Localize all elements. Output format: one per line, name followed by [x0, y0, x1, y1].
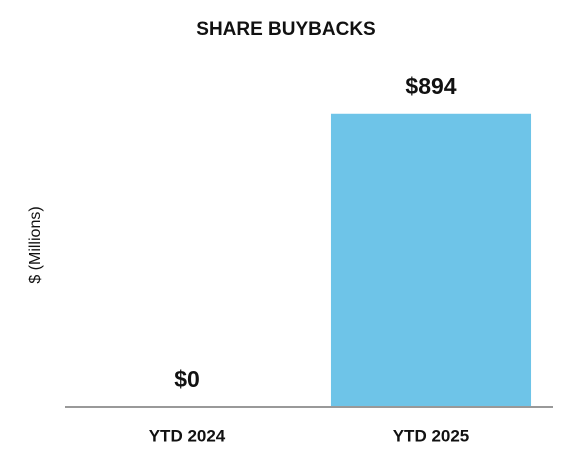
bar	[330, 113, 532, 407]
value-label: $894	[405, 73, 456, 99]
y-axis-label: $ (Millions)	[27, 206, 44, 283]
chart-title: SHARE BUYBACKS	[196, 19, 375, 40]
x-tick-label: YTD 2024	[149, 426, 226, 445]
x-tick-label: YTD 2025	[393, 426, 470, 445]
value-label: $0	[174, 366, 200, 392]
